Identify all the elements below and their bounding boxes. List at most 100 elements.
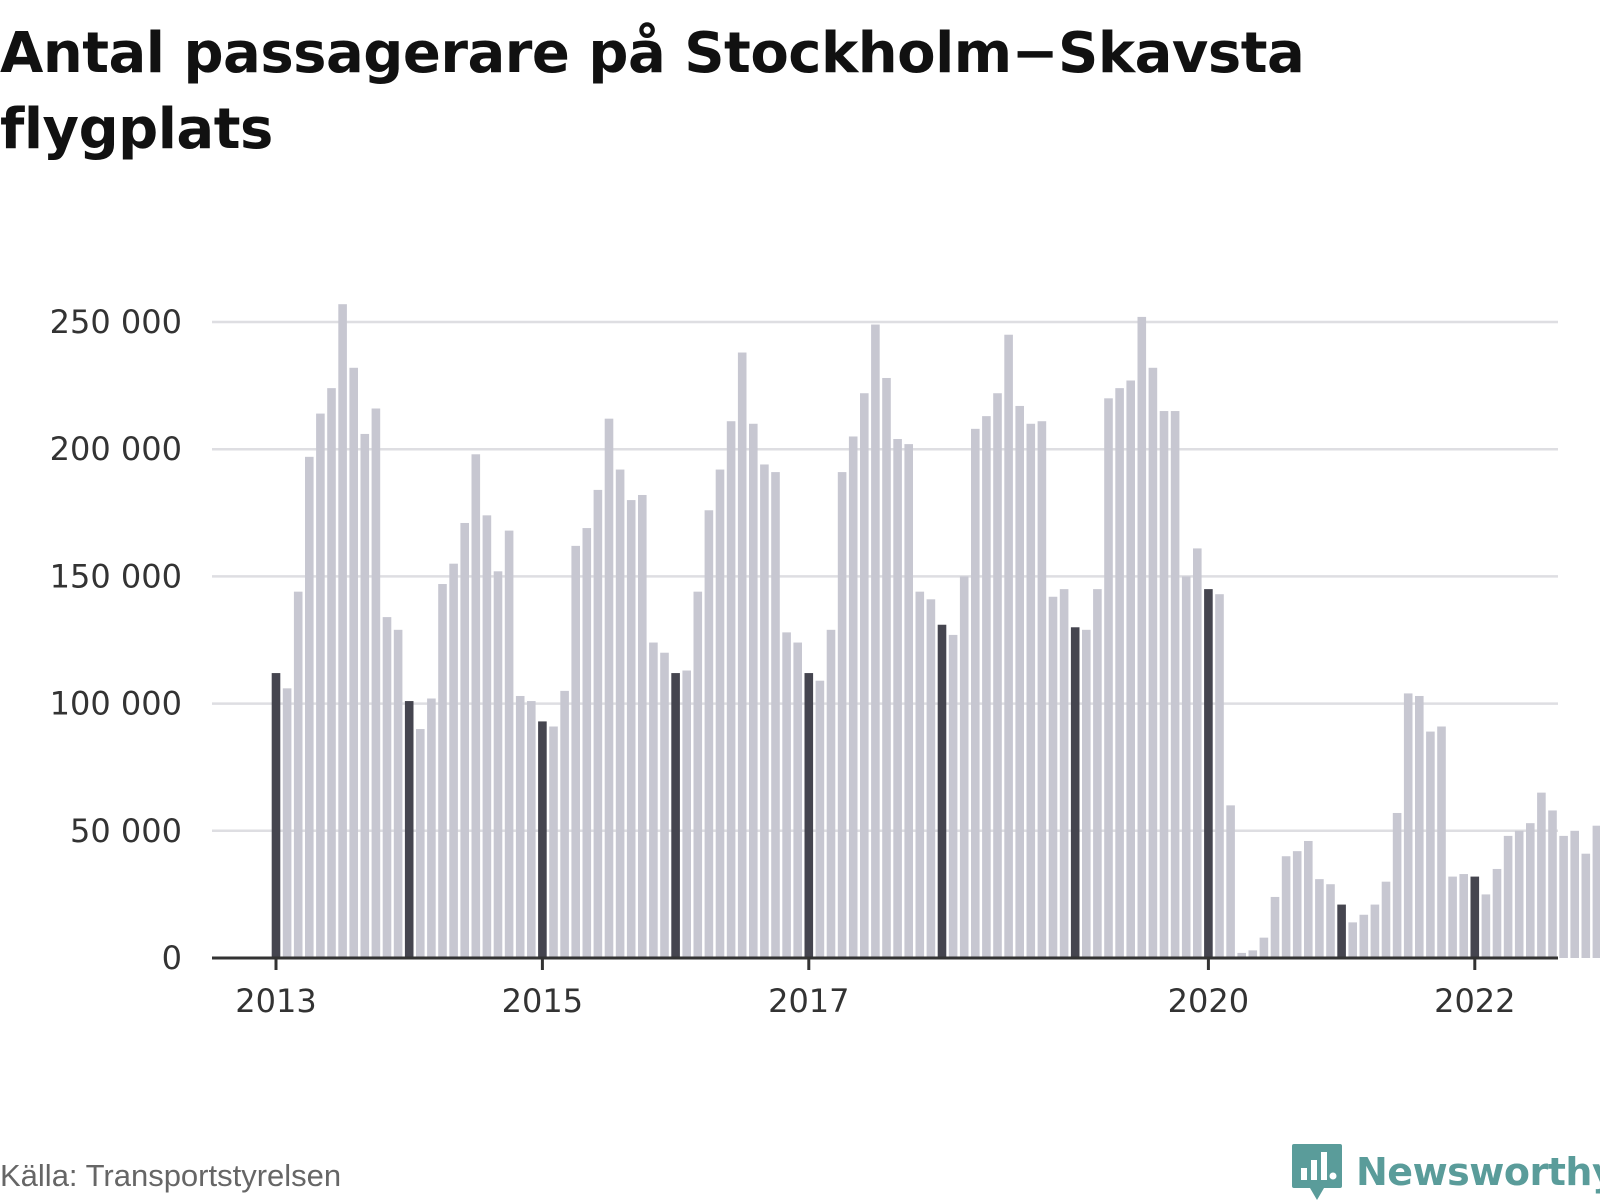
bar: [1093, 589, 1102, 958]
bar: [1004, 334, 1013, 959]
bar: [1448, 876, 1457, 958]
bar: [1104, 398, 1113, 958]
bar: [871, 324, 880, 958]
bar: [649, 642, 658, 958]
bar: [1226, 805, 1235, 958]
bar: [1581, 853, 1591, 958]
bar: [1292, 851, 1302, 958]
x-axis: [212, 956, 1558, 970]
x-tick-label: 2022: [1434, 982, 1515, 1020]
bar: [1204, 589, 1213, 958]
bar: [1381, 881, 1391, 958]
bar: [959, 576, 969, 958]
bar: [926, 599, 936, 958]
bar: [1259, 937, 1269, 958]
bar: [1359, 914, 1369, 958]
bar: [493, 571, 503, 958]
bar: [404, 701, 414, 958]
bar: [1559, 835, 1568, 958]
bar: [393, 629, 403, 958]
bar: [1337, 904, 1346, 958]
brand-logo[interactable]: Newsworthy: [1290, 1140, 1600, 1204]
bar: [749, 423, 758, 958]
bar: [937, 624, 947, 958]
y-axis-tick-labels: 0 50 000 100 000 150 000 200 000 250 000: [50, 303, 182, 977]
bar: [1537, 792, 1546, 958]
bar: [527, 701, 536, 958]
bar: [760, 464, 769, 958]
bar: [715, 469, 725, 958]
x-tick-label: 2015: [502, 982, 583, 1020]
bar: [471, 454, 481, 958]
bar: [293, 591, 303, 958]
bar: [1115, 388, 1124, 958]
bar: [1526, 823, 1535, 958]
bar: [1514, 830, 1524, 958]
bar: [971, 428, 980, 959]
bar: [349, 367, 358, 958]
bar: [1126, 380, 1135, 958]
bar: [1315, 879, 1324, 958]
bar: [1370, 904, 1380, 958]
bar: [305, 456, 314, 958]
bar: [504, 530, 514, 958]
bar: [371, 408, 381, 958]
bar: [338, 304, 347, 958]
bar: [1037, 421, 1047, 959]
source-note: Källa: Transportstyrelsen: [0, 1158, 342, 1193]
bar: [515, 695, 525, 958]
bar: [638, 494, 647, 958]
bar: [1082, 629, 1091, 958]
bar: [1181, 576, 1191, 958]
bar: [282, 688, 292, 958]
bar: [693, 591, 703, 958]
bar: [1459, 874, 1468, 958]
bar: [482, 515, 492, 958]
bar: [593, 489, 603, 958]
bar: [1215, 594, 1224, 958]
bar: [1026, 423, 1036, 958]
bar: [826, 629, 836, 958]
bar: [1503, 835, 1513, 958]
bar: [904, 444, 913, 958]
bar: [582, 528, 592, 958]
bar: [1248, 950, 1258, 958]
bar: [1270, 896, 1280, 958]
bar: [882, 377, 891, 959]
bar: [726, 421, 736, 959]
bar: [815, 680, 825, 958]
brand-name: Newsworthy: [1356, 1150, 1600, 1194]
bar: [837, 472, 847, 958]
bar: [1570, 830, 1579, 958]
bar: [993, 393, 1002, 959]
bar: [915, 591, 925, 958]
bar: [793, 642, 802, 958]
bar: [1281, 856, 1291, 958]
bar: [1048, 596, 1058, 958]
bar: [1059, 589, 1069, 958]
bar: [1592, 825, 1600, 958]
y-tick-label: 150 000: [50, 557, 182, 595]
bar: [848, 436, 858, 959]
bar: [1193, 548, 1202, 958]
bar: [1415, 695, 1424, 958]
newsworthy-logo-icon: [1292, 1144, 1342, 1200]
chart-title: Antal passagerare på Stockholm−Skavsta f…: [0, 21, 1305, 162]
bar: [1304, 840, 1313, 958]
bar: [1137, 316, 1147, 958]
bar: [327, 388, 336, 958]
y-tick-label: 200 000: [50, 430, 182, 468]
bar: [1237, 952, 1246, 958]
bar: [271, 673, 281, 958]
bar: [1170, 411, 1180, 958]
bar: [1492, 868, 1502, 958]
y-tick-label: 250 000: [50, 303, 182, 341]
y-tick-label: 50 000: [70, 812, 182, 850]
bar: [1348, 922, 1357, 958]
bar: [1426, 731, 1435, 958]
y-tick-label: 100 000: [50, 685, 182, 723]
bar: [1470, 876, 1480, 958]
bar: [549, 726, 558, 958]
bar: [626, 500, 636, 958]
